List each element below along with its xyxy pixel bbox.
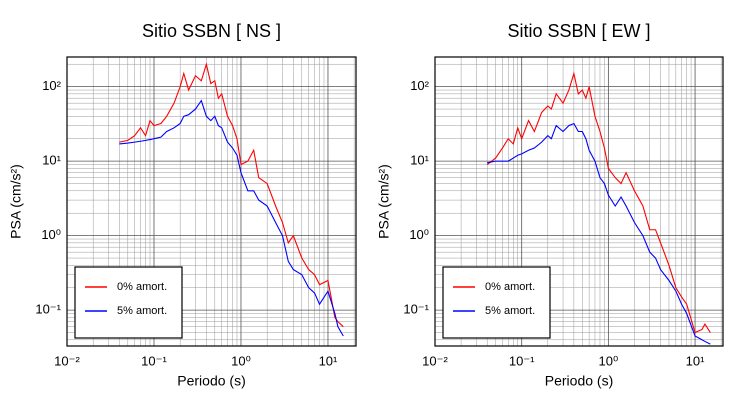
x-tick-label: 10⁻¹ — [141, 353, 167, 368]
x-tick-label: 10⁻² — [422, 353, 448, 368]
x-axis-label: Periodo (s) — [545, 373, 613, 389]
y-tick-label: 10² — [410, 78, 429, 93]
y-axis-label: PSA (cm/s²) — [8, 164, 24, 239]
legend-box — [442, 266, 551, 339]
chart-title: Sitio SSBN [ EW ] — [507, 21, 650, 41]
legend-label: 5% amort. — [485, 305, 535, 317]
y-axis-label: PSA (cm/s²) — [376, 164, 392, 239]
y-tick-label: 10⁻¹ — [403, 302, 429, 317]
x-tick-label: 10⁻² — [54, 353, 80, 368]
legend-label: 0% amort. — [485, 281, 535, 293]
series-line — [119, 99, 344, 337]
legend-label: 5% amort. — [117, 305, 167, 317]
panel: Sitio SSBN [ EW ] 10⁻² 10⁻¹ 10⁰ 10¹ 10⁻¹ 10⁰ 10… — [376, 21, 724, 389]
panel: Sitio SSBN [ NS ] 10⁻² 10⁻¹ 10⁰ 10¹ 10⁻¹ 10⁰ 10… — [8, 21, 357, 389]
series-line — [486, 71, 711, 334]
plot-frame — [434, 56, 724, 347]
y-tick-label: 10¹ — [410, 153, 429, 168]
y-tick-label: 10⁰ — [409, 227, 429, 242]
series-line — [119, 62, 344, 328]
legend-box — [74, 266, 183, 339]
x-tick-label: 10⁻¹ — [509, 353, 535, 368]
plot-frame — [66, 56, 357, 347]
y-tick-label: 10⁰ — [41, 227, 61, 242]
x-tick-label: 10⁰ — [599, 353, 619, 368]
x-tick-label: 10⁰ — [231, 353, 251, 368]
x-tick-label: 10¹ — [319, 353, 338, 368]
x-axis-label: Periodo (s) — [177, 373, 245, 389]
series-line — [487, 122, 711, 345]
legend-label: 0% amort. — [117, 281, 167, 293]
x-tick-label: 10¹ — [686, 353, 705, 368]
chart-title: Sitio SSBN [ NS ] — [142, 21, 281, 41]
y-tick-label: 10¹ — [42, 153, 61, 168]
y-tick-label: 10² — [42, 78, 61, 93]
y-tick-label: 10⁻¹ — [35, 302, 61, 317]
